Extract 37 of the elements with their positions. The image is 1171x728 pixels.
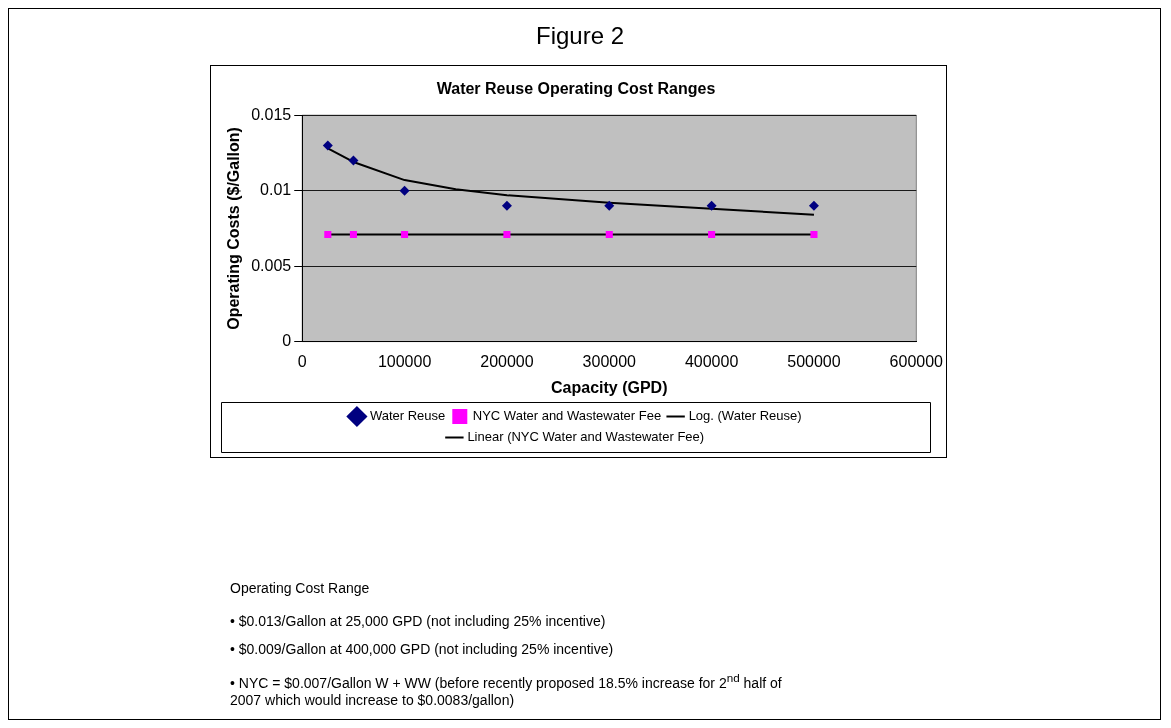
text: Operating Cost Range <box>230 580 371 597</box>
legend-label: Log. (Water Reuse) <box>688 408 802 424</box>
x-tick-label: 400000 <box>684 352 739 370</box>
text: • $0.009/Gallon at 400,000 GPD (not including 25% incentive) <box>230 641 615 658</box>
point <box>399 185 410 196</box>
chart-title: Figure 2 <box>534 22 625 50</box>
y-tick-label: 0.01 <box>260 181 292 199</box>
text: • NYC = $0.007/Gallon W + WW (before recently proposed 18.5% increase for 2$^{nd}$ half of 2007 which would increase to $0.0083/gallon) <box>230 671 782 708</box>
point <box>322 140 333 151</box>
y-axis-title: Operating Costs ($/Gallon) <box>225 127 243 330</box>
text: • $0.013/Gallon at 25,000 GPD (not including 25% incentive) <box>230 613 607 630</box>
point <box>708 230 716 238</box>
point <box>348 155 359 166</box>
point <box>501 200 512 211</box>
y-tick-label: 0.015 <box>251 105 292 123</box>
y-tick-label: 0.005 <box>251 256 292 274</box>
point <box>810 230 818 238</box>
x-tick-label: 200000 <box>480 352 534 370</box>
x-axis-title: Capacity (GPD) <box>551 378 668 396</box>
point <box>706 200 717 211</box>
point <box>401 230 409 238</box>
x-tick-label: 100000 <box>377 352 432 370</box>
point <box>324 230 332 238</box>
point <box>604 200 615 211</box>
x-tick-label: 0 <box>297 352 307 370</box>
x-tick-label: 300000 <box>582 352 637 370</box>
point <box>349 230 357 238</box>
x-tick-label: 500000 <box>787 352 841 370</box>
chart-subtitle: Water Reuse Operating Cost Ranges <box>436 80 716 98</box>
point <box>605 230 613 238</box>
legend-label: Water Reuse <box>369 408 446 424</box>
legend-label: NYC Water and Wastewater Fee <box>472 408 662 424</box>
legend-label: Linear (NYC Water and Wastewater Fee) <box>467 429 705 445</box>
y-tick-label: 0 <box>282 332 292 350</box>
x-tick-label: 600000 <box>889 352 944 370</box>
point <box>503 230 511 238</box>
point <box>808 200 819 211</box>
